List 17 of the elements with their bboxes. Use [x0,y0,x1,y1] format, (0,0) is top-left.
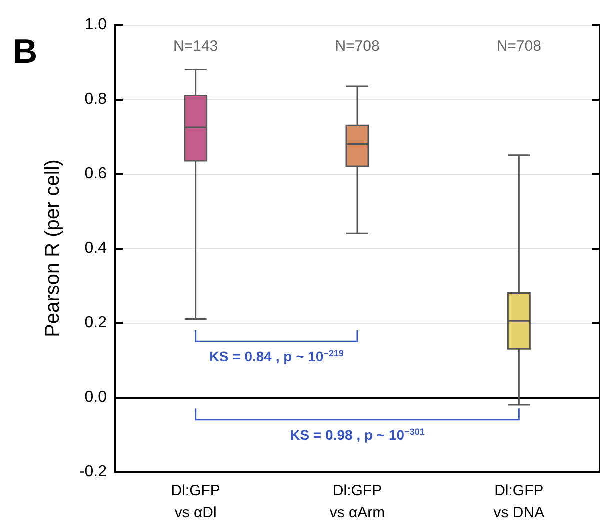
chart-title: B [13,33,38,71]
y-tick-label: 1.0 [84,16,108,34]
annotation: KS = 0.98 , p ~ 10$^{−301}$ [290,426,425,443]
annotation: KS = 0.84 , p ~ 10$^{−219}$ [209,348,344,365]
annotation: N=708 [496,38,542,56]
annotation: N=143 [174,38,218,56]
y-tick-label: -0.2 [79,464,108,480]
x-tick-label: Dl:GFP vs DNA [494,482,545,522]
x-tick-label: Dl:GFP vs αArm [330,482,386,522]
y-tick-label: 0.6 [84,166,108,182]
y-axis-title: Pearson R (per cell) [42,160,64,338]
y-tick-label: 0.4 [84,240,108,257]
y-tick-label: 0.2 [84,314,108,332]
y-tick-label: 0.8 [84,91,108,108]
y-tick-label: 0.0 [84,389,108,406]
x-tick-label: Dl:GFP vs αDl [171,482,220,522]
annotation: N=708 [335,38,380,56]
